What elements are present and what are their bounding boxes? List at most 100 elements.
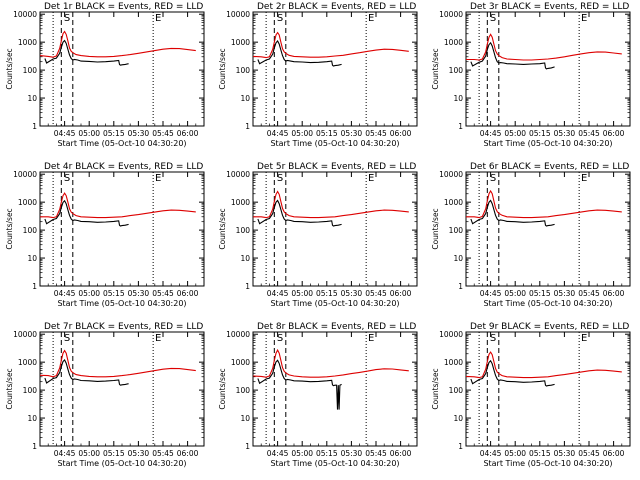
start-marker-label: S — [490, 333, 496, 344]
x-tick-label: 05:15 — [103, 129, 125, 138]
events-series-line — [44, 358, 129, 386]
y-tick-label: 1 — [245, 122, 250, 131]
x-tick-label: 06:00 — [390, 449, 412, 458]
y-axis-label: Counts/sec — [5, 208, 14, 249]
lld-series-line — [252, 31, 409, 59]
y-tick-label: 100 — [236, 66, 251, 75]
plot-frame — [252, 171, 418, 287]
y-axis-label: Counts/sec — [431, 208, 440, 249]
y-tick-label: 1 — [32, 442, 37, 451]
y-tick-label: 10000 — [13, 170, 37, 179]
x-tick-label: 05:15 — [529, 129, 551, 138]
y-tick-label: 10 — [240, 254, 250, 263]
y-tick-label: 1000 — [18, 198, 37, 207]
y-tick-label: 100 — [449, 226, 464, 235]
y-tick-label: 10 — [27, 414, 37, 423]
x-tick-label: 05:30 — [341, 289, 363, 298]
x-tick-label: 05:15 — [316, 129, 338, 138]
x-tick-label: 05:00 — [78, 129, 100, 138]
x-tick-label: 06:00 — [390, 289, 412, 298]
x-tick-label: 05:00 — [291, 129, 313, 138]
x-tick-label: 06:00 — [177, 289, 199, 298]
start-marker-label: S — [490, 13, 496, 24]
lld-series-line — [40, 192, 196, 219]
end-marker-label: E — [155, 333, 161, 344]
x-tick-label: 05:45 — [152, 449, 174, 458]
x-tick-label: 05:00 — [78, 449, 100, 458]
end-marker-label: E — [155, 173, 161, 184]
y-tick-label: 1000 — [18, 38, 37, 47]
events-series-line — [470, 359, 555, 387]
y-tick-label: 10000 — [226, 170, 250, 179]
y-tick-label: 10000 — [226, 330, 250, 339]
y-tick-label: 10 — [453, 94, 463, 103]
x-tick-label: 05:15 — [529, 449, 551, 458]
x-tick-label: 05:45 — [578, 449, 600, 458]
x-tick-label: 05:00 — [504, 449, 526, 458]
detector-panel-9: Det 9r BLACK = Events, RED = LLD 1 10 100 10… — [431, 322, 631, 468]
panel-title: Det 1r BLACK = Events, RED = LLD — [44, 2, 203, 12]
x-axis-label: Start Time (05-Oct-10 04:30:20) — [483, 299, 612, 308]
y-tick-label: 1000 — [444, 38, 463, 47]
detector-panel-4: Det 4r BLACK = Events, RED = LLD 1 10 100 10… — [5, 162, 205, 308]
y-tick-label: 10000 — [13, 10, 37, 19]
x-tick-label: 05:15 — [103, 289, 125, 298]
panel-title: Det 3r BLACK = Events, RED = LLD — [470, 2, 629, 12]
y-tick-label: 100 — [236, 386, 251, 395]
x-tick-label: 05:30 — [554, 289, 576, 298]
x-tick-label: 05:15 — [316, 449, 338, 458]
events-series-line — [257, 199, 342, 227]
plot-frame — [39, 171, 205, 287]
y-axis-label: Counts/sec — [5, 48, 14, 89]
end-marker-label: E — [581, 333, 587, 344]
x-tick-label: 04:45 — [54, 289, 76, 298]
y-tick-label: 1000 — [231, 198, 250, 207]
y-tick-label: 1000 — [18, 358, 37, 367]
y-tick-label: 1 — [458, 282, 463, 291]
lld-series-line — [39, 30, 196, 58]
events-series-line — [257, 40, 342, 67]
events-series-line — [44, 199, 129, 227]
y-tick-label: 1 — [245, 282, 250, 291]
end-marker-label: E — [581, 13, 587, 24]
y-axis-label: Counts/sec — [218, 48, 227, 89]
panel-title: Det 9r BLACK = Events, RED = LLD — [470, 322, 629, 332]
start-marker-label: S — [64, 13, 70, 24]
start-marker-label: S — [64, 333, 70, 344]
detector-panel-3: Det 3r BLACK = Events, RED = LLD 1 10 100 10… — [431, 2, 631, 148]
y-tick-label: 10 — [27, 94, 37, 103]
y-tick-label: 100 — [23, 386, 38, 395]
y-tick-label: 10000 — [13, 330, 37, 339]
x-tick-label: 05:45 — [365, 289, 387, 298]
plot-frame — [39, 11, 205, 127]
y-tick-label: 1 — [32, 122, 37, 131]
x-axis-label: Start Time (05-Oct-10 04:30:20) — [270, 459, 399, 468]
x-tick-label: 05:45 — [365, 129, 387, 138]
x-tick-label: 05:15 — [316, 289, 338, 298]
panel-title: Det 5r BLACK = Events, RED = LLD — [257, 162, 416, 172]
x-tick-label: 06:00 — [603, 129, 625, 138]
x-axis-label: Start Time (05-Oct-10 04:30:20) — [57, 139, 186, 148]
lld-series-line — [39, 349, 196, 378]
y-tick-label: 1000 — [231, 358, 250, 367]
y-axis-label: Counts/sec — [5, 368, 14, 409]
y-tick-label: 100 — [23, 226, 38, 235]
y-tick-label: 10000 — [439, 170, 463, 179]
x-axis-label: Start Time (05-Oct-10 04:30:20) — [57, 459, 186, 468]
x-tick-label: 05:30 — [554, 449, 576, 458]
detector-panel-1: Det 1r BLACK = Events, RED = LLD 1 10 100 10… — [5, 2, 205, 148]
events-series-line — [44, 39, 129, 66]
x-axis-label: Start Time (05-Oct-10 04:30:20) — [57, 299, 186, 308]
panel-title: Det 4r BLACK = Events, RED = LLD — [44, 162, 203, 172]
y-tick-label: 100 — [449, 386, 464, 395]
end-marker-label: E — [368, 173, 374, 184]
plot-frame — [252, 11, 418, 127]
detector-panel-7: Det 7r BLACK = Events, RED = LLD 1 10 100 10… — [5, 322, 205, 468]
y-tick-label: 10 — [27, 254, 37, 263]
x-tick-label: 04:45 — [267, 129, 289, 138]
x-tick-label: 05:30 — [341, 449, 363, 458]
end-marker-label: E — [581, 173, 587, 184]
x-tick-label: 05:45 — [365, 449, 387, 458]
x-tick-label: 06:00 — [603, 449, 625, 458]
